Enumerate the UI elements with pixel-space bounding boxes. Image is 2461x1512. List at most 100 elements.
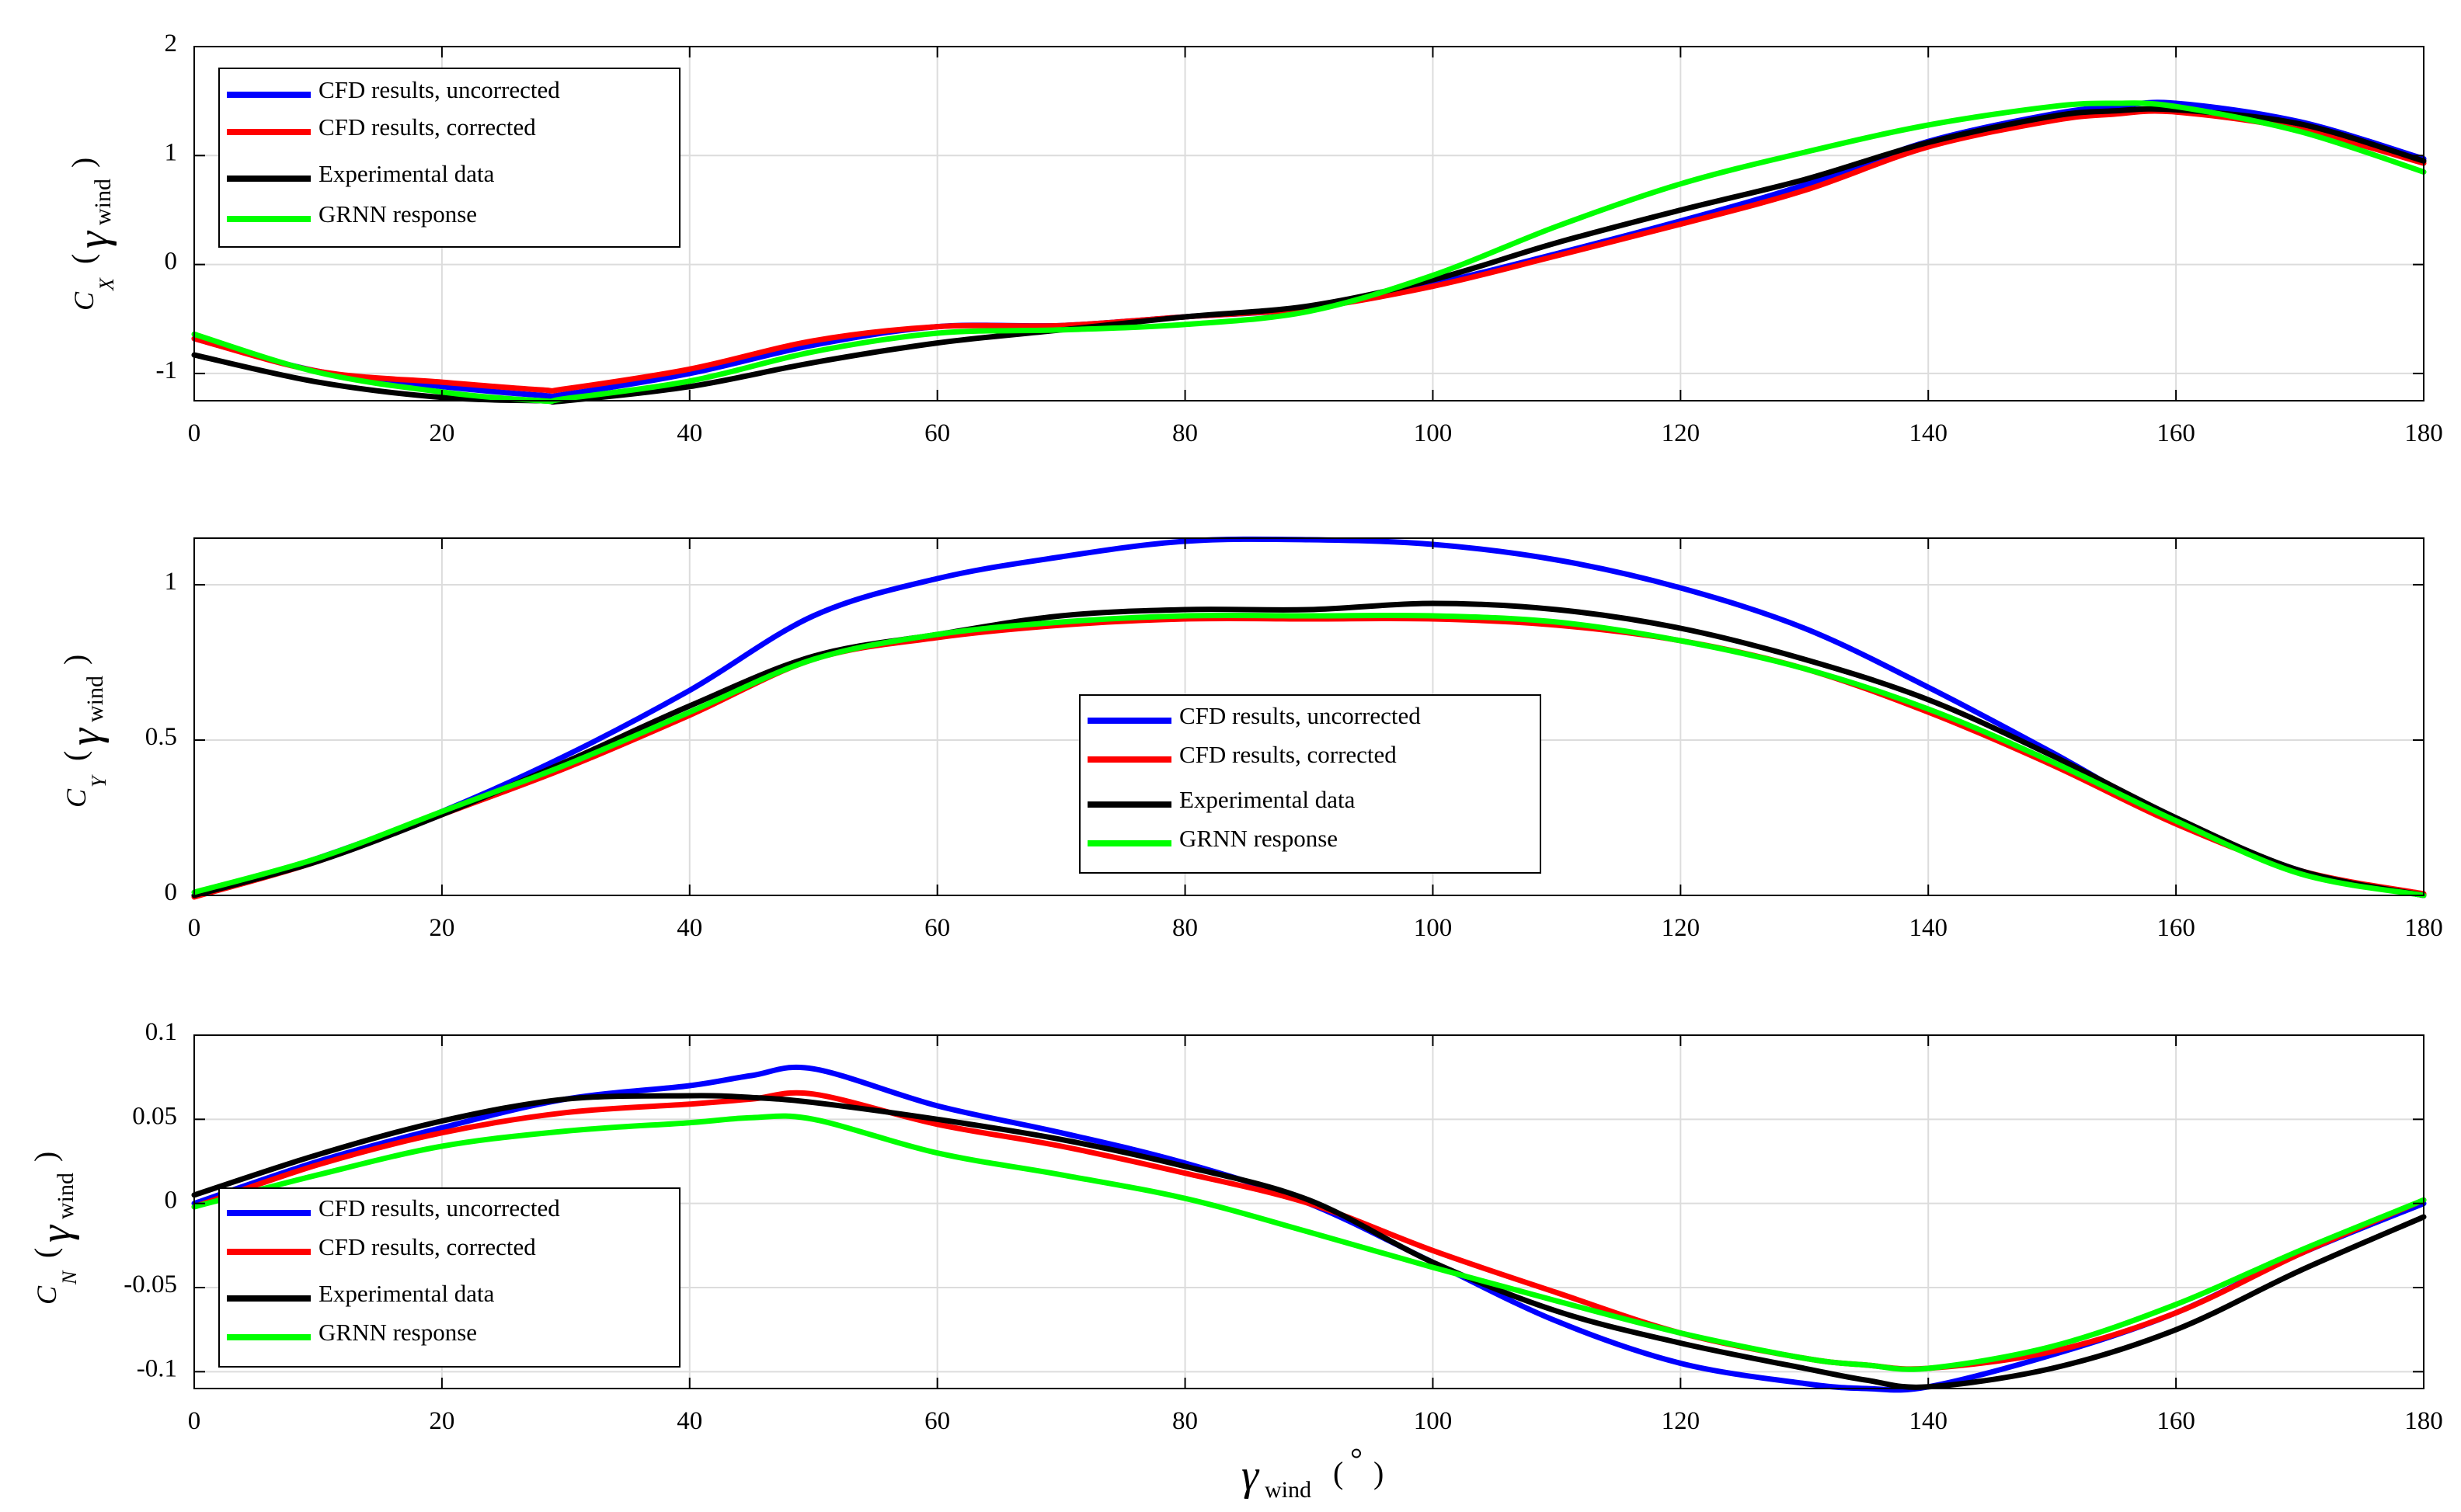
- x-tick-label: 100: [1414, 1407, 1453, 1435]
- x-axis-label-close: ): [1373, 1455, 1384, 1490]
- x-tick-label: 100: [1414, 419, 1453, 447]
- x-tick-label: 140: [1909, 419, 1948, 447]
- panel-cy-ylabel-open: (: [57, 751, 92, 761]
- panel-cx-ylabel-gamma: γ: [69, 230, 117, 249]
- y-tick-label: -1: [156, 356, 178, 384]
- x-tick-label: 40: [677, 1407, 702, 1435]
- x-tick-label: 160: [2156, 914, 2195, 942]
- legend-label-grnn: GRNN response: [1179, 825, 1338, 852]
- series-line-grnn: [191, 612, 2427, 899]
- x-tick-label: 120: [1662, 1407, 1700, 1435]
- x-tick-label: 40: [677, 914, 702, 942]
- x-tick-label: 20: [429, 419, 454, 447]
- panel-cx-ylabel: C X ( γ wind ): [65, 158, 118, 311]
- x-tick-label: 120: [1662, 419, 1700, 447]
- panel-cn-yticks: -0.1 -0.05 0 0.05 0.1: [124, 1018, 2424, 1382]
- panel-cy-legend: CFD results, uncorrected CFD results, co…: [1079, 694, 1541, 874]
- legend-label-experimental: Experimental data: [319, 1280, 495, 1307]
- panel-cy-ylabel: C Y ( γ wind ): [57, 655, 110, 808]
- panel-cx-ylabel-subscript: X: [96, 277, 118, 291]
- y-tick-label: 2: [165, 30, 178, 57]
- series-line-experimental: [191, 1093, 2427, 1390]
- x-tick-label: 160: [2156, 1407, 2195, 1435]
- panel-cn-lines: [191, 1064, 2427, 1393]
- legend-label-corrected: CFD results, corrected: [319, 1233, 536, 1260]
- panel-cy-ylabel-subscript: Y: [88, 774, 110, 787]
- panel-cn-frame: [193, 1034, 2424, 1389]
- panel-cn-xticks: 0 20 40 60 80 100 120 140 160 180: [188, 1035, 2443, 1435]
- x-tick-label: 40: [677, 419, 702, 447]
- x-axis-label-subscript: wind: [1265, 1477, 1311, 1503]
- x-tick-label: 120: [1662, 914, 1700, 942]
- x-tick-label: 80: [1172, 1407, 1198, 1435]
- panel-cy-ylabel-symbol: C: [61, 788, 92, 808]
- x-tick-label: 60: [924, 419, 950, 447]
- panel-cy-ylabel-close: ): [57, 655, 92, 665]
- x-tick-label: 140: [1909, 914, 1948, 942]
- panel-cx-legend: CFD results, uncorrected CFD results, co…: [218, 68, 681, 248]
- x-tick-label: 0: [188, 419, 201, 447]
- panel-cn-ylabel: C N ( γ wind ): [28, 1152, 81, 1305]
- legend-label-uncorrected: CFD results, uncorrected: [319, 1194, 560, 1222]
- series-line-corrected: [191, 615, 2427, 900]
- x-tick-label: 60: [924, 1407, 950, 1435]
- x-axis-label-degree: °: [1350, 1441, 1363, 1476]
- x-tick-label: 140: [1909, 1407, 1948, 1435]
- x-tick-label: 20: [429, 1407, 454, 1435]
- panel-cy-ylabel-gamma: γ: [61, 727, 110, 746]
- panel-cy: 0 20 40 60 80 100 120 140 160 180 00.51 C Y ( γ w…: [57, 536, 2443, 942]
- y-tick-label: 0.1: [145, 1018, 177, 1046]
- x-tick-label: 80: [1172, 419, 1198, 447]
- y-tick-label: 0: [165, 1187, 178, 1215]
- x-tick-label: 0: [188, 1407, 201, 1435]
- panel-cn-legend: CFD results, uncorrected CFD results, co…: [218, 1187, 681, 1368]
- panel-cx-frame: [193, 46, 2424, 401]
- legend-label-experimental: Experimental data: [1179, 786, 1356, 813]
- panel-cy-frame: [193, 537, 2424, 896]
- panel-cn-ylabel-close: ): [28, 1152, 63, 1162]
- panel-cy-yticks: 00.51: [145, 568, 2424, 906]
- x-tick-label: 180: [2404, 419, 2443, 447]
- legend-label-uncorrected: CFD results, uncorrected: [319, 76, 560, 103]
- y-tick-label: 1: [165, 138, 178, 166]
- legend-label-grnn: GRNN response: [319, 200, 477, 228]
- legend-label-corrected: CFD results, corrected: [1179, 741, 1397, 768]
- y-tick-label: -0.05: [124, 1270, 177, 1298]
- x-tick-label: 180: [2404, 1407, 2443, 1435]
- legend-label-uncorrected: CFD results, uncorrected: [1179, 702, 1421, 729]
- x-axis-label-gamma: γ: [1241, 1451, 1260, 1500]
- panel-cx: 0 20 40 60 80 100 120 140 160 180 -1 0 1 2 C X ( γ w…: [65, 30, 2443, 447]
- x-tick-label: 0: [188, 914, 201, 942]
- x-tick-label: 80: [1172, 914, 1198, 942]
- x-tick-label: 100: [1414, 914, 1453, 942]
- x-tick-label: 20: [429, 914, 454, 942]
- series-line-uncorrected: [191, 536, 2427, 899]
- panel-cn-ylabel-gamma: γ: [32, 1224, 80, 1243]
- y-tick-label: 1: [165, 568, 178, 596]
- series-line-corrected: [191, 1090, 2427, 1372]
- x-tick-label: 160: [2156, 419, 2195, 447]
- x-axis-label: γ wind ( ° ): [1241, 1441, 1384, 1503]
- y-tick-label: -0.1: [137, 1354, 177, 1382]
- panel-cn-ylabel-gamma-sub: wind: [53, 1173, 78, 1219]
- panel-cy-lines: [191, 536, 2427, 900]
- panel-cx-ylabel-symbol: C: [68, 291, 99, 311]
- legend-label-grnn: GRNN response: [319, 1319, 477, 1346]
- panel-cy-ylabel-gamma-sub: wind: [82, 676, 108, 722]
- panel-cx-ylabel-close: ): [65, 158, 100, 168]
- y-tick-label: 0.5: [145, 723, 177, 751]
- y-tick-label: 0: [165, 878, 178, 906]
- panel-cx-ylabel-open: (: [65, 254, 100, 264]
- x-axis-label-open: (: [1333, 1455, 1343, 1490]
- panel-cx-xticks: 0 20 40 60 80 100 120 140 160 180: [188, 47, 2443, 447]
- panel-cy-xticks: 0 20 40 60 80 100 120 140 160 180: [188, 538, 2443, 942]
- panel-cx-ylabel-gamma-sub: wind: [90, 179, 116, 225]
- panel-cn-ylabel-symbol: C: [31, 1285, 62, 1305]
- panel-cx-yticks: -1 0 1 2: [156, 30, 2424, 384]
- series-line-grnn: [191, 1113, 2427, 1372]
- y-tick-label: 0: [165, 248, 178, 276]
- panel-cn-ylabel-subscript: N: [58, 1270, 81, 1285]
- panel-cn-ylabel-open: (: [28, 1248, 63, 1258]
- x-tick-label: 60: [924, 914, 950, 942]
